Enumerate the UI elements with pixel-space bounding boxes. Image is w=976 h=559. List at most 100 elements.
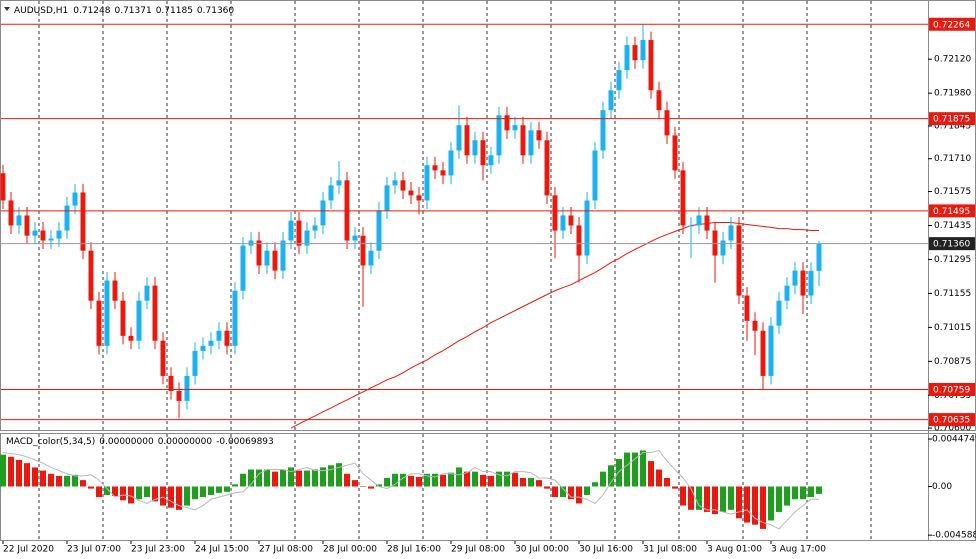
candle-body xyxy=(72,192,78,206)
x-tick-label: 28 Jul 16:00 xyxy=(387,545,441,555)
candle-body xyxy=(720,240,726,256)
x-tick-label: 23 Jul 07:00 xyxy=(67,545,121,555)
macd-bar xyxy=(656,469,662,487)
candle-body xyxy=(544,140,550,196)
marks xyxy=(0,24,822,530)
macd-bar xyxy=(120,486,126,501)
candle-body xyxy=(32,230,38,236)
macd-bar xyxy=(136,486,142,500)
macd-bar xyxy=(24,463,30,487)
candle-body xyxy=(456,125,462,151)
candle-body xyxy=(296,220,302,246)
macd-bar xyxy=(144,486,150,498)
macd-bar xyxy=(568,486,574,500)
macd-bar xyxy=(536,480,542,487)
macd-bar xyxy=(576,486,582,504)
candle-body xyxy=(416,195,422,201)
candle-body xyxy=(144,285,150,301)
candle-body xyxy=(448,150,454,176)
macd-bar xyxy=(360,486,366,487)
candle-body xyxy=(312,225,318,231)
macd-bar xyxy=(64,475,70,487)
x-tick-label: 3 Aug 17:00 xyxy=(771,545,826,555)
candle-body xyxy=(280,240,286,271)
candle-body xyxy=(232,290,238,346)
candle-body xyxy=(128,335,134,341)
macd-bar xyxy=(520,478,526,487)
candle-body xyxy=(208,340,214,346)
macd-bar xyxy=(376,484,382,487)
macd-value: 0.00000000 xyxy=(99,437,154,447)
candle-body xyxy=(696,215,702,226)
current-price-label: 0.71360 xyxy=(933,240,970,250)
candle-body xyxy=(352,235,358,241)
candle-body xyxy=(384,185,390,211)
macd-bar xyxy=(400,473,406,487)
y-tick-label: 0.71155 xyxy=(934,289,971,299)
y-tick-label: 0.71845 xyxy=(934,121,971,131)
level-label: 0.70759 xyxy=(933,386,970,396)
x-tick-label: 23 Jul 23:00 xyxy=(131,545,185,555)
macd-bar xyxy=(440,474,446,487)
macd-bar xyxy=(344,473,350,487)
candle-body xyxy=(0,173,6,201)
macd-bar xyxy=(272,471,278,487)
y-tick-label: 0.71980 xyxy=(934,89,971,99)
macd-bar xyxy=(328,465,334,487)
macd-bar xyxy=(216,486,222,493)
candle-body xyxy=(336,180,342,186)
menu-arrow xyxy=(4,7,10,11)
macd-title: MACD_color(5,34,5) xyxy=(6,437,95,447)
macd-bar xyxy=(240,473,246,487)
candle-body xyxy=(600,110,606,151)
candle-body xyxy=(784,285,790,301)
candle-body xyxy=(432,165,438,171)
candle-body xyxy=(712,230,718,256)
candle-body xyxy=(112,280,118,301)
macd-bar xyxy=(464,471,470,487)
candle-body xyxy=(240,245,246,291)
macd-bar xyxy=(336,463,342,487)
macd-bar xyxy=(184,486,190,506)
grid xyxy=(38,1,872,540)
macd-bar xyxy=(168,486,174,508)
x-tick-label: 30 Jul 16:00 xyxy=(579,545,633,555)
candle-body xyxy=(504,115,510,131)
macd-bar xyxy=(688,486,694,510)
level-box xyxy=(929,17,975,31)
macd-bar xyxy=(696,486,702,510)
macd-bar xyxy=(80,480,86,487)
candle-body xyxy=(160,340,166,376)
symbol: AUDUSD,H1 xyxy=(14,6,68,16)
macd-bar xyxy=(528,478,534,487)
candle-body xyxy=(136,300,142,341)
candle-body xyxy=(592,150,598,201)
y-tick-label: 0.71435 xyxy=(934,221,971,231)
macd-bar xyxy=(32,467,38,487)
x-tick-label: 31 Jul 08:00 xyxy=(643,545,697,555)
candle-body xyxy=(24,215,30,236)
candle-body xyxy=(224,330,230,346)
macd-bar xyxy=(632,452,638,487)
candle-body xyxy=(400,180,406,191)
candle-body xyxy=(752,320,758,331)
low-label: 0.71185 xyxy=(156,6,193,16)
macd-bar xyxy=(416,476,422,487)
macd-bar xyxy=(800,486,806,500)
candle-body xyxy=(728,225,734,241)
macd-bar xyxy=(560,486,566,498)
macd-bar xyxy=(192,486,198,500)
macd-bar xyxy=(504,471,510,487)
macd-bar xyxy=(624,452,630,487)
macd-bar xyxy=(640,450,646,487)
level-box xyxy=(929,383,975,397)
macd-bar xyxy=(56,475,62,487)
candle-body xyxy=(480,140,486,166)
y-tick-label: 0.72120 xyxy=(934,55,971,65)
macd-signal xyxy=(2,449,819,530)
open-label: 0.71248 xyxy=(73,6,110,16)
candle-body xyxy=(288,220,294,241)
macd-bar xyxy=(760,486,766,529)
macd-bar xyxy=(224,486,230,492)
